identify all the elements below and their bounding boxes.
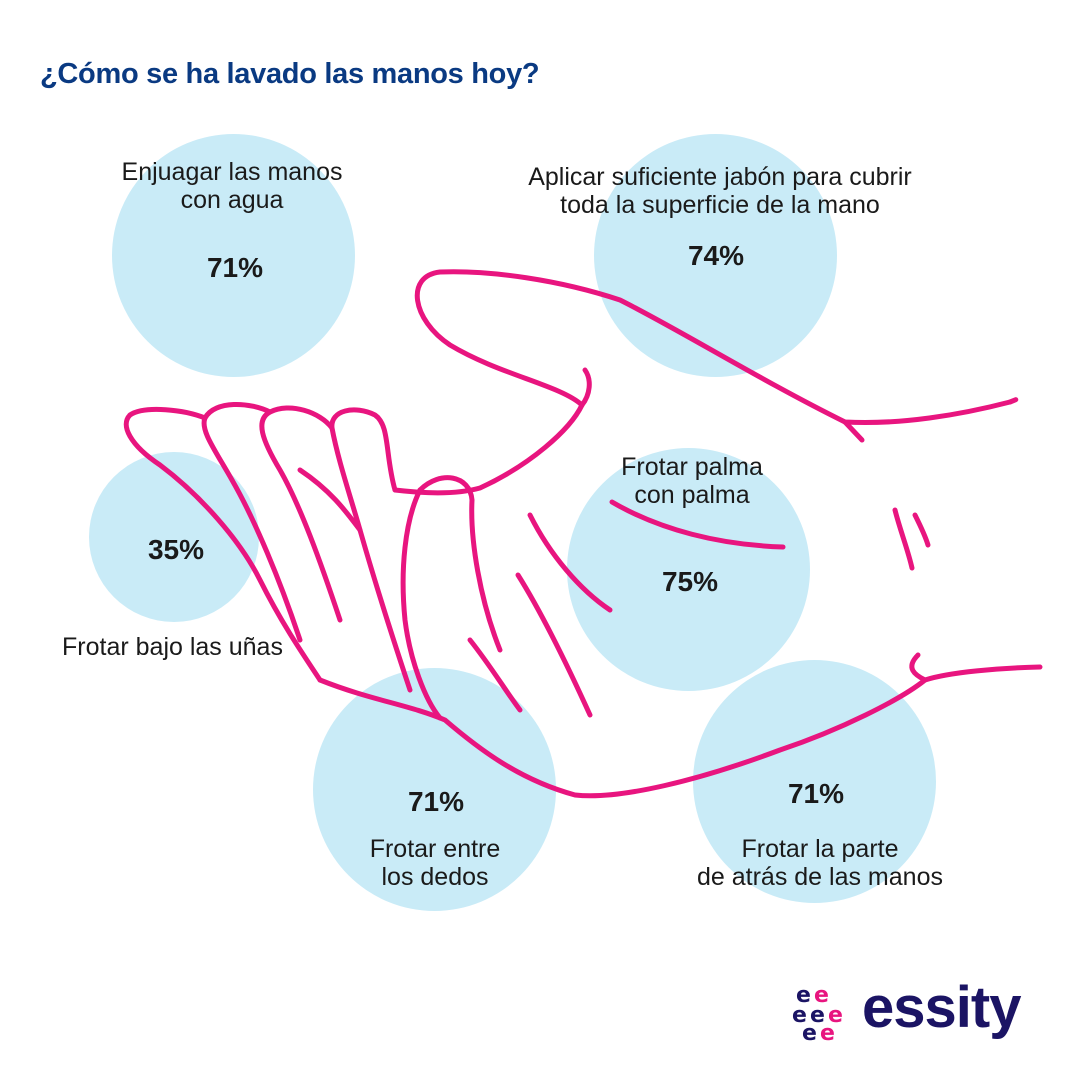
value-rinse: 71% <box>206 252 264 283</box>
label-nails: Frotar bajo las uñas <box>62 633 283 661</box>
value-back: 71% <box>787 778 845 809</box>
label-rinse: Enjuagar las manos con agua <box>121 158 343 214</box>
svg-text:e: e <box>796 983 811 1008</box>
label-palm: Frotar palma con palma <box>621 453 763 509</box>
label-back: Frotar la parte de atrás de las manos <box>697 835 943 891</box>
svg-text:e: e <box>810 1003 825 1028</box>
bubble-soap <box>594 134 837 377</box>
page-title: ¿Cómo se ha lavado las manos hoy? <box>40 58 540 90</box>
essity-wordmark: essity <box>862 975 1021 1040</box>
bubble-palm <box>567 448 810 691</box>
bubble-rinse <box>112 134 355 377</box>
essity-e-cluster-icon: e e e e e e e <box>792 983 843 1044</box>
value-palm: 75% <box>661 566 719 597</box>
essity-logo: e e e e e e e essity <box>792 976 1042 1045</box>
value-fingers: 71% <box>407 786 465 817</box>
label-soap: Aplicar suficiente jabón para cubrir tod… <box>528 163 912 219</box>
svg-text:e: e <box>802 1021 817 1044</box>
svg-text:e: e <box>814 983 829 1008</box>
value-nails: 35% <box>147 534 205 565</box>
svg-text:e: e <box>820 1021 835 1044</box>
value-soap: 74% <box>687 240 745 271</box>
svg-text:e: e <box>792 1003 807 1028</box>
svg-text:e: e <box>828 1003 843 1028</box>
label-fingers: Frotar entre los dedos <box>369 835 501 891</box>
